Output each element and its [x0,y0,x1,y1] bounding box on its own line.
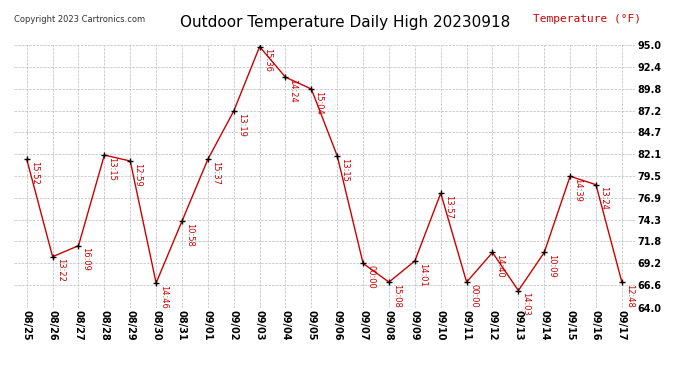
Text: 14:24: 14:24 [288,79,297,103]
Text: 10:09: 10:09 [547,254,556,278]
Text: Copyright 2023 Cartronics.com: Copyright 2023 Cartronics.com [14,15,145,24]
Text: Outdoor Temperature Daily High 20230918: Outdoor Temperature Daily High 20230918 [180,15,510,30]
Text: 00:00: 00:00 [470,284,479,308]
Text: 13:19: 13:19 [237,113,246,136]
Text: 13:57: 13:57 [444,195,453,219]
Text: 14:01: 14:01 [418,262,427,286]
Text: 15:52: 15:52 [30,161,39,185]
Text: 13:15: 13:15 [108,157,117,181]
Text: 10:58: 10:58 [185,223,194,247]
Text: Temperature (°F): Temperature (°F) [533,14,641,24]
Text: 15:08: 15:08 [392,284,401,308]
Text: 12:48: 12:48 [625,284,634,308]
Text: 15:36: 15:36 [263,48,272,72]
Text: 12:59: 12:59 [133,163,142,186]
Text: 13:24: 13:24 [599,186,608,210]
Text: 13:15: 13:15 [340,158,349,182]
Text: 13:22: 13:22 [56,258,65,282]
Text: 15:04: 15:04 [315,91,324,114]
Text: 14:03: 14:03 [522,292,531,316]
Text: 16:09: 16:09 [81,248,90,271]
Text: 14:39: 14:39 [573,178,582,202]
Text: 14:46: 14:46 [159,285,168,309]
Text: 15:37: 15:37 [211,161,220,185]
Text: 14:40: 14:40 [495,254,504,278]
Text: 00:00: 00:00 [366,265,375,289]
